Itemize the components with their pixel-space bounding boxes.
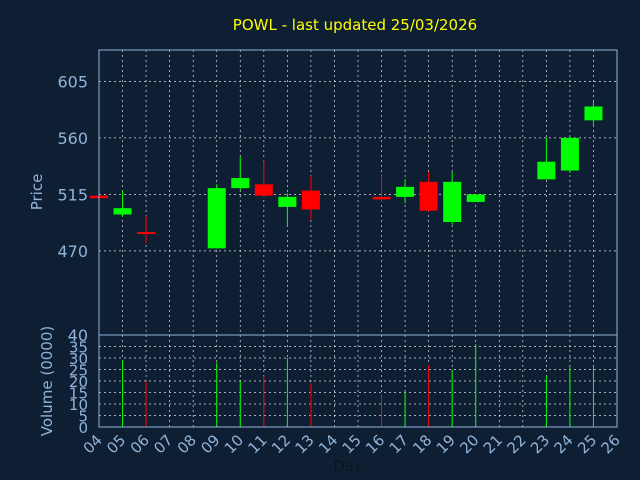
candle-body-25 <box>584 106 603 121</box>
candle-body-13 <box>301 190 320 210</box>
candle-body-17 <box>396 186 415 197</box>
price-tick-label: 560 <box>57 129 88 148</box>
x-tick-label: 13 <box>292 431 318 457</box>
candle-body-12 <box>278 196 297 207</box>
volume-panel-frame <box>98 334 618 428</box>
volume-bars-layer <box>122 344 594 427</box>
volume-tick-label: 5 <box>78 408 88 426</box>
candle-body-20 <box>466 194 485 202</box>
x-tick-label: 18 <box>409 431 435 457</box>
x-tick-label: 25 <box>574 431 600 457</box>
x-tick-label: 19 <box>433 431 459 457</box>
x-tick-label: 15 <box>339 431 365 457</box>
volume-grid <box>98 335 618 427</box>
volume-tick-label: 15 <box>69 385 88 403</box>
volume-tick-label: 20 <box>69 373 88 391</box>
x-tick-label: 16 <box>362 431 388 457</box>
candle-body-19 <box>443 181 462 223</box>
x-tick-label: 17 <box>386 431 412 457</box>
candles-layer <box>90 100 603 249</box>
candle-body-05 <box>113 208 132 215</box>
x-tick-label: 24 <box>551 431 577 457</box>
x-tick-label: 05 <box>103 431 129 457</box>
x-tick-label: 14 <box>315 431 341 457</box>
price-panel-frame <box>98 49 618 336</box>
chart-title: POWL - last updated 25/03/2026 <box>233 16 477 34</box>
x-tick-label: 12 <box>268 431 294 457</box>
candle-body-23 <box>537 161 556 180</box>
price-tick-label: 470 <box>57 242 88 261</box>
candle-body-18 <box>419 181 438 211</box>
price-tick-label: 605 <box>57 72 88 91</box>
candle-body-09 <box>207 188 226 249</box>
x-tick-label: 11 <box>244 431 270 457</box>
x-tick-label: 07 <box>150 431 176 457</box>
x-tick-label: 22 <box>503 431 529 457</box>
x-tick-label: 06 <box>127 431 153 457</box>
volume-tick-label: 35 <box>69 339 88 357</box>
price-grid <box>98 50 618 335</box>
volume-axis-label: Volume (0000) <box>38 326 56 436</box>
x-tick-label: 09 <box>197 431 223 457</box>
x-axis-label: Day <box>333 457 363 475</box>
volume-tick-label: 10 <box>69 396 88 414</box>
volume-tick-label: 40 <box>68 326 88 345</box>
x-tick-label: 20 <box>456 431 482 457</box>
x-tick-label: 21 <box>480 431 506 457</box>
x-tick-label: 10 <box>221 431 247 457</box>
volume-tick-label: 25 <box>69 362 88 380</box>
price-axis-label: Price <box>28 174 46 211</box>
volume-tick-label: 30 <box>69 350 88 368</box>
x-tick-label: 08 <box>174 431 200 457</box>
tick-labels: 4705155606050510152025303540040506070809… <box>57 72 623 457</box>
candle-body-24 <box>560 137 579 171</box>
volume-tick-label: 0 <box>78 419 88 437</box>
candle-body-06 <box>137 232 156 235</box>
candle-body-11 <box>254 184 273 196</box>
candle-body-10 <box>231 178 250 189</box>
price-tick-label: 515 <box>57 185 88 204</box>
candle-body-16 <box>372 196 391 200</box>
x-tick-label: 23 <box>527 431 553 457</box>
x-tick-label: 26 <box>598 431 624 457</box>
